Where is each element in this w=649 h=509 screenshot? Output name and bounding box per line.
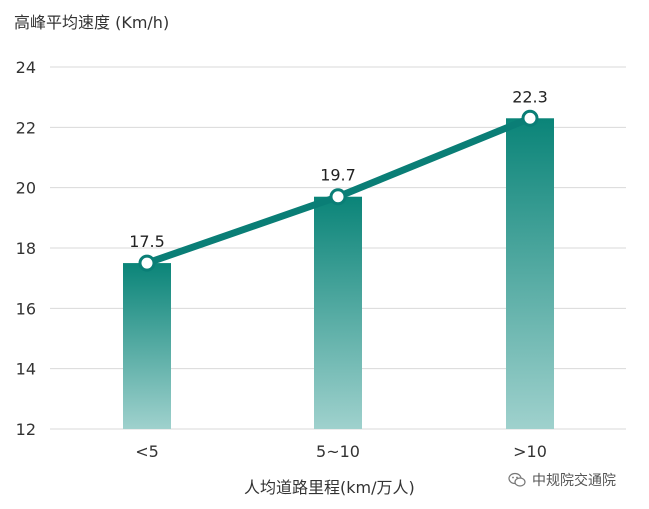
bar: [123, 263, 171, 429]
x-tick-label: <5: [135, 442, 159, 461]
x-tick-label: >10: [513, 442, 547, 461]
data-label: 17.5: [129, 232, 165, 251]
y-tick-label: 20: [16, 179, 36, 198]
wechat-icon: [508, 472, 526, 487]
y-tick-label: 24: [16, 58, 36, 77]
x-tick-label: 5~10: [316, 442, 360, 461]
bar: [506, 118, 554, 430]
y-tick-label: 18: [16, 239, 36, 258]
y-tick-label: 22: [16, 118, 36, 137]
data-label: 22.3: [512, 87, 548, 106]
line-point: [138, 254, 156, 272]
y-tick-label: 12: [16, 420, 36, 439]
line-point: [521, 109, 539, 127]
watermark: 中规院交通院: [508, 470, 616, 490]
data-label: 19.7: [320, 166, 356, 185]
watermark-text: 中规院交通院: [532, 473, 616, 489]
line-point: [329, 188, 347, 206]
bar: [314, 196, 362, 429]
x-axis-title: 人均道路里程(km/万人): [244, 478, 415, 497]
y-tick-label: 14: [16, 360, 36, 379]
y-axis-title: 高峰平均速度 (Km/h): [14, 13, 170, 32]
y-tick-label: 16: [16, 299, 36, 318]
